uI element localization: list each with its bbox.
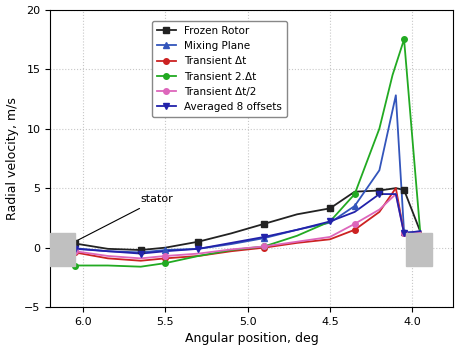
Y-axis label: Radial velocity, m/s: Radial velocity, m/s <box>6 97 18 220</box>
X-axis label: Angular position, deg: Angular position, deg <box>185 332 319 345</box>
Bar <box>50 233 75 265</box>
Text: stator: stator <box>78 194 174 240</box>
Bar <box>406 233 432 265</box>
Legend: Frozen Rotor, Mixing Plane, Transient Δt, Transient 2.Δt, Transient Δt/2, Averag: Frozen Rotor, Mixing Plane, Transient Δt… <box>152 21 287 117</box>
